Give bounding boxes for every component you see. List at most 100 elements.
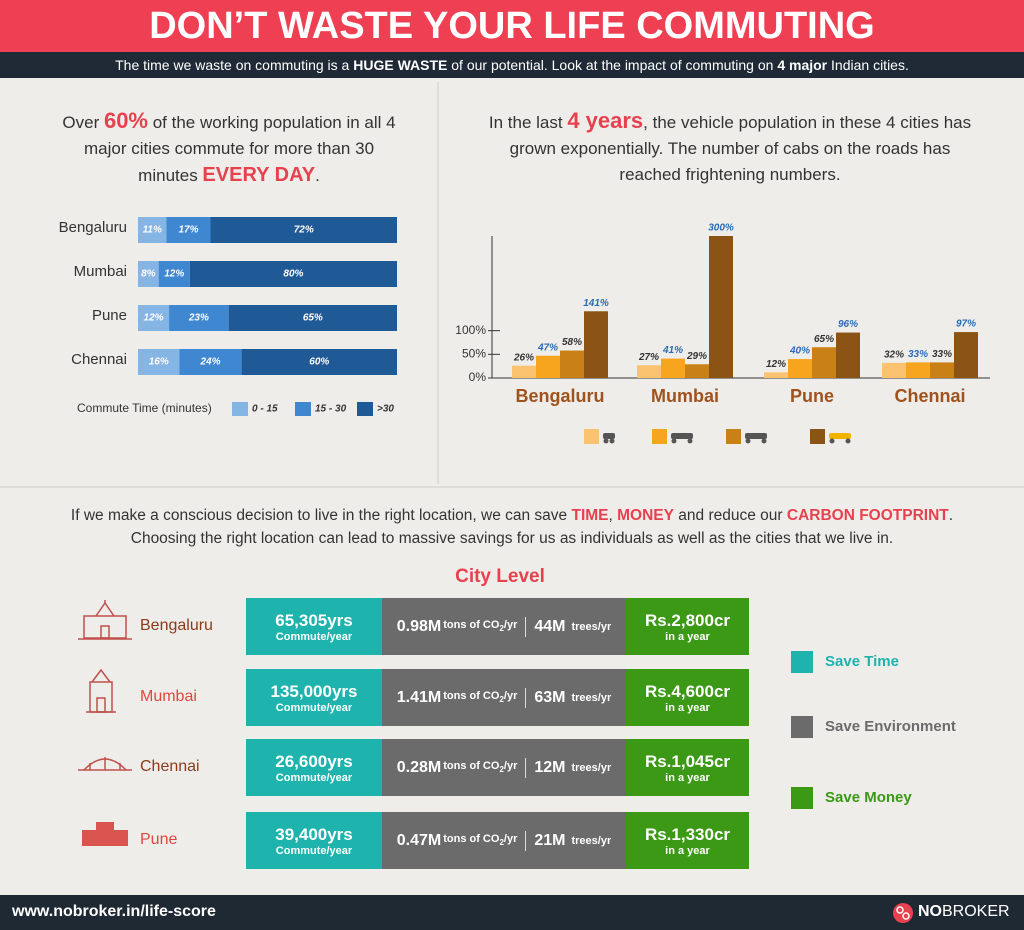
bar-segment: [241, 349, 397, 375]
text: 4 major: [777, 57, 828, 73]
co2-unit: tons of CO2/yr: [443, 619, 517, 633]
vehicle-icon: [671, 433, 693, 444]
trees-value: 12M: [534, 758, 566, 776]
bar-segment: [138, 349, 180, 375]
vehicle-icon: [829, 433, 851, 444]
value-label: 80%: [283, 269, 303, 280]
co2-unit: tons of CO2/yr: [443, 690, 517, 704]
time-unit: Commute/year: [275, 844, 353, 857]
icon-body: [671, 433, 693, 439]
co2-value: 0.28M: [396, 758, 442, 776]
money-cell: Rs.4,600cr in a year: [626, 669, 749, 726]
icon-wheel: [687, 438, 693, 444]
legend-label: Save Environment: [825, 718, 956, 735]
value-label: 11%: [143, 225, 162, 236]
time-unit: Commute/year: [275, 771, 353, 784]
header: DON’T WASTE YOUR LIFE COMMUTING: [0, 0, 1024, 52]
icon-wheel: [829, 438, 835, 444]
value-label: 17%: [178, 225, 198, 236]
city-name: Mumbai: [140, 688, 197, 705]
environment-cell: 1.41M tons of CO2/yr 63M trees/yr: [382, 669, 626, 726]
environment-cell: 0.47M tons of CO2/yr 21M trees/yr: [382, 812, 626, 869]
vehicle-icon: [603, 433, 615, 444]
legend-swatch: [232, 402, 248, 416]
value-label: 29%: [686, 351, 707, 362]
separator: [525, 830, 527, 851]
unit-text: 2: [499, 765, 504, 775]
unit-text: tons of CO: [443, 619, 500, 632]
category-label: Chennai: [71, 351, 127, 368]
money-unit: in a year: [665, 701, 710, 714]
city-row: 135,000yrs Commute/year 1.41M tons of CO2/y…: [246, 669, 749, 726]
legend-swatch: [295, 402, 311, 416]
legend-swatch: [652, 429, 667, 444]
text: EVERY DAY: [202, 164, 316, 186]
value-label: 41%: [662, 345, 683, 356]
environment-cell: 0.98M tons of CO2/yr 44M trees/yr: [382, 598, 626, 655]
pune-icon: [82, 822, 128, 846]
bar: [584, 311, 608, 378]
bar: [536, 355, 560, 378]
time-cell: 135,000yrs Commute/year: [246, 669, 382, 726]
trees-unit: trees/yr: [571, 691, 612, 704]
money-value: Rs.1,045cr: [644, 751, 731, 771]
text: TIME: [571, 507, 609, 524]
money-cell: Rs.1,045cr in a year: [626, 739, 749, 796]
bar: [882, 362, 906, 378]
bar: [906, 362, 930, 378]
money-value: Rs.4,600cr: [644, 681, 731, 701]
text: , the vehicle population in these 4 citi…: [509, 113, 972, 184]
money-unit: in a year: [665, 630, 710, 643]
url: www.nobroker.in/life-score: [12, 903, 216, 920]
text: MONEY: [617, 507, 674, 524]
icon-wheel: [761, 438, 767, 444]
savings-text: If we make a conscious decision to live …: [0, 507, 1024, 525]
bar-segment: [228, 305, 397, 331]
legend-label: >30: [377, 404, 394, 415]
value-label: 8%: [141, 269, 156, 280]
money-value: Rs.2,800cr: [644, 610, 731, 630]
city-name: Pune: [140, 831, 178, 848]
unit-text: /yr: [503, 833, 518, 846]
time-value: 65,305yrs: [275, 610, 353, 630]
unit-text: tons of CO: [443, 690, 500, 703]
bar: [637, 365, 661, 378]
category-label: Pune: [790, 386, 834, 406]
value-label: 141%: [583, 298, 609, 309]
legend-swatch: [791, 787, 813, 809]
legend-swatch: [791, 651, 813, 673]
unit-text: 2: [499, 695, 504, 705]
value-label: 16%: [149, 357, 169, 368]
vehicle-icon: [745, 433, 767, 444]
legend-label: Save Time: [825, 653, 899, 670]
legend-label: 0 - 15: [252, 404, 278, 415]
bar-segment: [210, 217, 397, 243]
category-label: Chennai: [894, 386, 965, 406]
value-label: 300%: [708, 223, 734, 234]
footer: www.nobroker.in/life-score NOBROKER: [0, 895, 1024, 930]
money-unit: in a year: [665, 844, 710, 857]
right-intro: In the last 4 years, the vehicle populat…: [488, 108, 972, 188]
money-cell: Rs.1,330cr in a year: [626, 812, 749, 869]
text: .: [315, 166, 320, 185]
unit-text: /yr: [503, 760, 518, 773]
legend-swatch: [726, 429, 741, 444]
unit-text: /yr: [503, 619, 518, 632]
unit-text: 2: [499, 838, 504, 848]
text: ,: [608, 507, 618, 524]
value-label: 27%: [638, 352, 659, 363]
value-label: 32%: [884, 349, 904, 360]
city-name: Bengaluru: [140, 617, 213, 634]
icon-wheel: [845, 438, 851, 444]
savings-text: Choosing the right location can lead to …: [130, 530, 894, 547]
value-label: 24%: [200, 357, 221, 368]
text: Over: [62, 113, 104, 132]
text: If we make a conscious decision to live …: [70, 507, 572, 524]
money-unit: in a year: [665, 771, 710, 784]
category-label: Mumbai: [74, 263, 127, 280]
bar-segment: [189, 261, 397, 287]
value-label: 40%: [789, 346, 810, 357]
bar-segment: [158, 261, 190, 287]
value-label: 12%: [766, 359, 786, 370]
value-label: 33%: [908, 349, 928, 360]
